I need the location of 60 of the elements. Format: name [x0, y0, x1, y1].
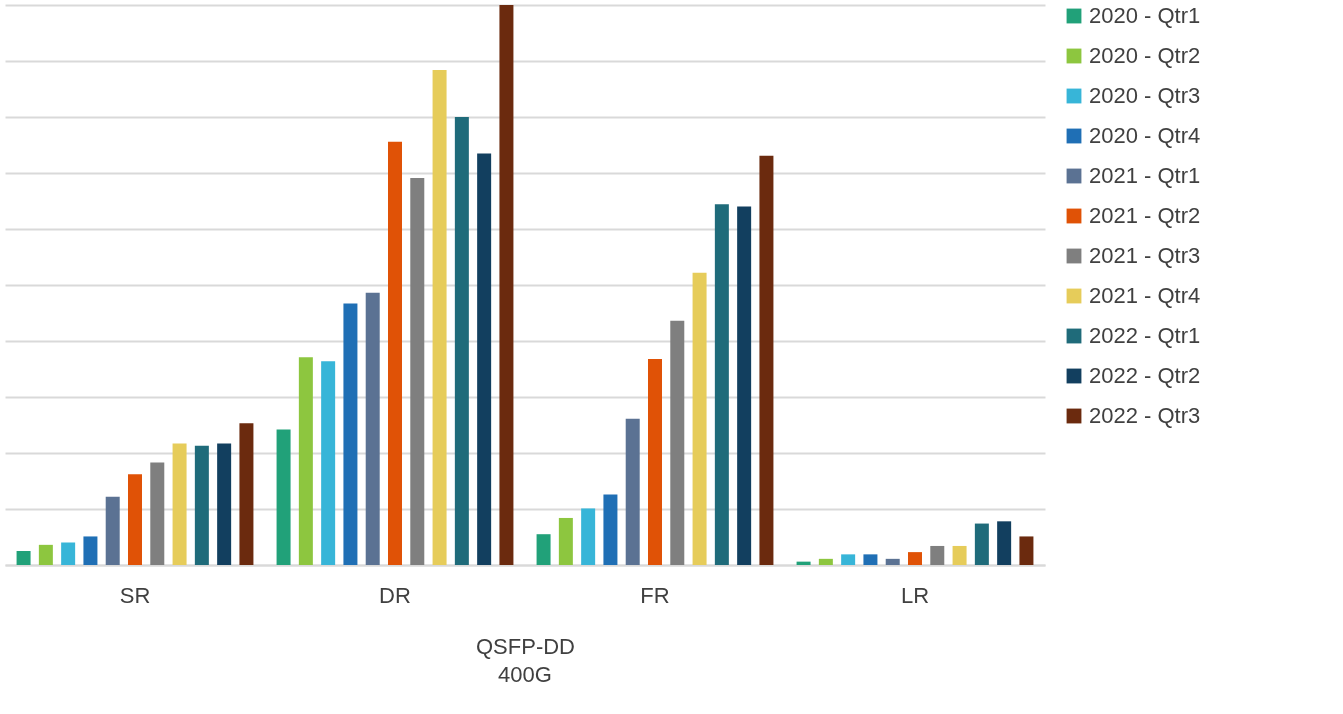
bar — [432, 69, 447, 565]
bar — [625, 418, 640, 565]
x-tick-label: SR — [119, 582, 151, 608]
x-tick-label: DR — [379, 582, 411, 608]
legend-label: 2022 - Qtr2 — [1089, 363, 1201, 388]
bar — [388, 141, 402, 565]
bar — [217, 443, 232, 565]
bar — [194, 445, 209, 565]
bar — [454, 117, 469, 565]
legend-label: 2021 - Qtr4 — [1089, 283, 1201, 308]
bar — [997, 521, 1012, 565]
bar — [298, 357, 313, 565]
legend-label: 2021 - Qtr1 — [1089, 163, 1201, 188]
bar — [38, 544, 53, 565]
legend-label: 2020 - Qtr2 — [1089, 43, 1201, 68]
bar — [670, 320, 685, 565]
bar — [150, 462, 165, 565]
bar — [343, 303, 358, 565]
bar — [16, 551, 31, 565]
bar — [105, 496, 120, 565]
x-tick-label: FR — [640, 582, 670, 608]
bar — [737, 206, 752, 565]
legend-label: 2022 - Qtr1 — [1089, 323, 1201, 348]
legend-label: 2021 - Qtr3 — [1089, 243, 1201, 268]
x-tick-label: LR — [900, 582, 930, 608]
legend-label: 2021 - Qtr2 — [1089, 203, 1201, 228]
bar — [410, 178, 425, 565]
bar — [172, 443, 187, 565]
bar — [818, 558, 833, 565]
bar — [759, 155, 774, 565]
bar — [885, 558, 900, 565]
bar — [128, 474, 142, 565]
bar — [974, 523, 989, 565]
legend-label: 2022 - Qtr3 — [1089, 403, 1201, 428]
bar — [61, 542, 76, 565]
x-axis-title: QSFP-DD — [476, 633, 575, 659]
bar — [83, 536, 98, 565]
bar — [714, 204, 729, 565]
legend-label: 2020 - Qtr1 — [1089, 3, 1201, 28]
bar — [365, 292, 380, 565]
bar — [477, 153, 492, 565]
bar — [321, 361, 336, 565]
bar — [1019, 536, 1034, 565]
bar — [276, 429, 291, 565]
bar — [930, 545, 945, 565]
bar — [841, 554, 856, 565]
bar — [581, 508, 596, 565]
bar — [558, 517, 573, 565]
text: 400G — [498, 662, 552, 687]
bar — [908, 552, 922, 565]
bar — [499, 5, 514, 565]
bar — [603, 494, 618, 565]
bar — [952, 545, 967, 565]
bar — [239, 423, 254, 565]
bar — [536, 534, 551, 565]
bar — [648, 358, 662, 565]
legend-label: 2020 - Qtr4 — [1089, 123, 1201, 148]
legend-label: 2020 - Qtr3 — [1089, 83, 1201, 108]
bar — [692, 272, 707, 565]
bar — [863, 554, 878, 565]
